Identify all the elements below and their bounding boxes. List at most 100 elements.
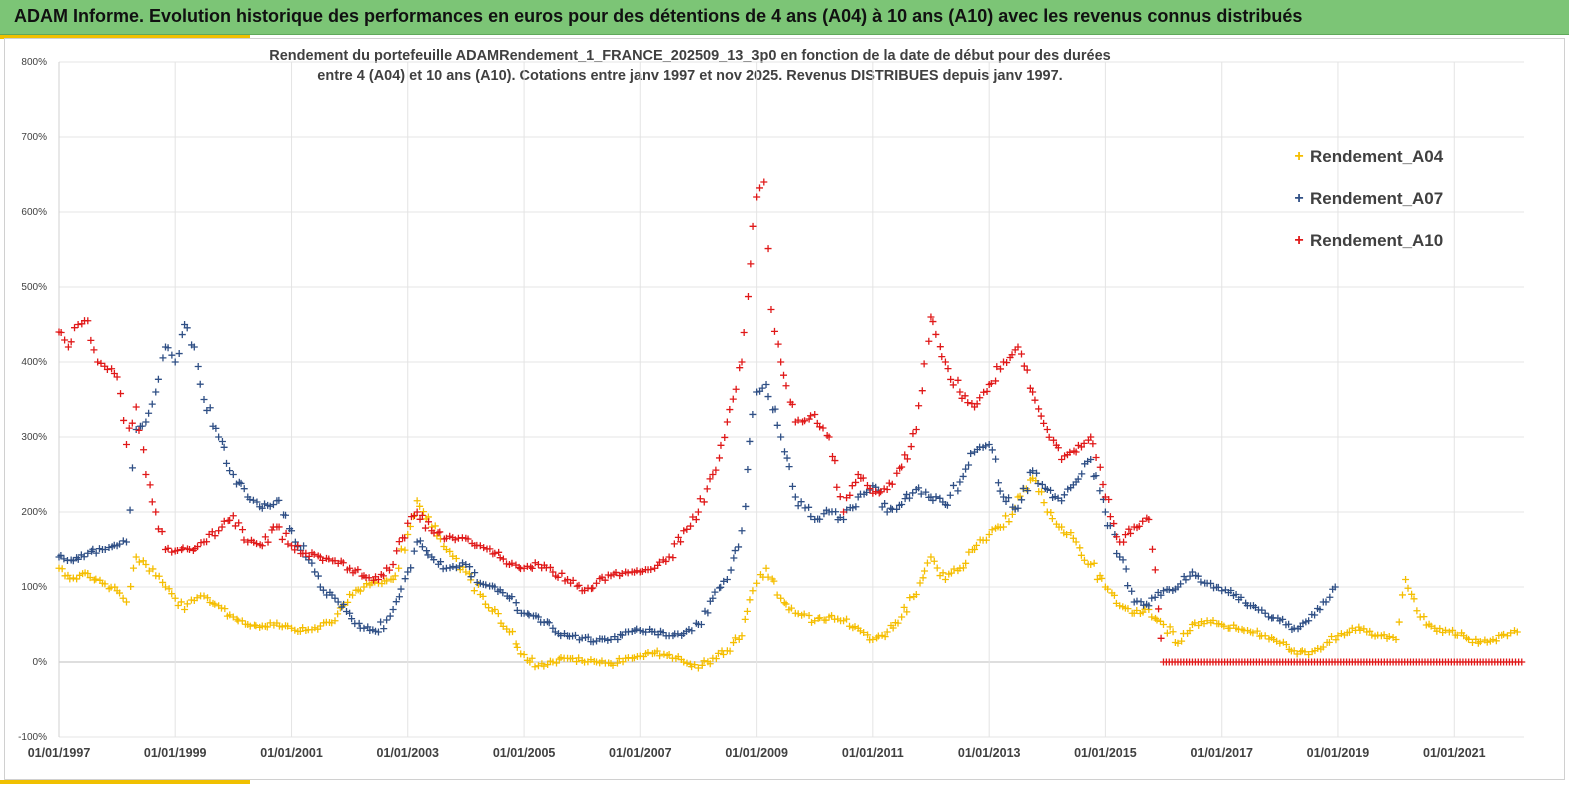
data-point-interp (471, 569, 479, 577)
data-point-interp (1018, 496, 1026, 504)
data-point-interp (930, 557, 938, 565)
data-point-interp (1410, 595, 1418, 603)
data-point (1305, 617, 1313, 625)
data-point-interp (508, 593, 516, 601)
data-point-interp (495, 548, 503, 556)
data-point-interp (764, 245, 772, 253)
data-point (694, 508, 702, 516)
data-point (898, 613, 906, 621)
data-point-interp (269, 501, 277, 509)
data-point-interp (1366, 627, 1374, 635)
data-point-interp (1033, 469, 1041, 477)
data-point-interp (1427, 622, 1435, 630)
data-point-interp (735, 635, 743, 643)
data-point-interp (638, 567, 646, 575)
chart-title: Rendement du portefeuille ADAMRendement_… (190, 46, 1190, 86)
data-point-interp (393, 547, 401, 555)
data-point-interp (863, 488, 871, 496)
data-point-interp (782, 600, 790, 608)
data-point-interp (314, 572, 322, 580)
data-point (404, 531, 412, 538)
data-point-interp (66, 575, 74, 583)
data-point-interp (418, 543, 426, 551)
y-tick-label: 300% (21, 432, 47, 443)
data-point-interp (787, 604, 795, 612)
data-point-interp (1076, 544, 1084, 552)
data-point (181, 606, 189, 613)
data-point-interp (987, 379, 995, 387)
data-point-interp (524, 610, 532, 618)
data-point-interp (494, 610, 502, 618)
data-point-interp (569, 654, 577, 662)
data-point-interp (619, 658, 627, 666)
data-point-interp (348, 615, 356, 623)
data-point-interp (1472, 635, 1480, 643)
data-point-interp (508, 559, 516, 567)
data-point-interp (261, 500, 269, 508)
data-point-interp (1332, 636, 1340, 644)
data-point (680, 658, 688, 666)
data-point-interp (994, 479, 1002, 487)
data-point-interp (988, 446, 996, 454)
data-point-interp (449, 562, 457, 570)
data-point (346, 609, 354, 617)
data-point (738, 632, 746, 640)
data-point-interp (674, 630, 682, 638)
data-point-interp (148, 400, 156, 408)
data-point-interp (1153, 616, 1161, 624)
data-point-interp (575, 654, 583, 662)
data-point (1072, 538, 1080, 546)
data-point (413, 508, 421, 516)
data-point-interp (278, 535, 286, 543)
data-point (316, 622, 324, 630)
data-point-interp (1089, 440, 1097, 448)
data-point-interp (183, 324, 191, 332)
data-point-interp (1122, 565, 1130, 573)
data-point (132, 553, 140, 561)
data-point-interp (263, 623, 271, 631)
data-point-interp (423, 547, 431, 555)
data-point-interp (1110, 591, 1118, 599)
data-point-interp (692, 516, 700, 524)
data-point-interp (878, 631, 886, 639)
data-point-interp (334, 610, 342, 618)
data-point-interp (780, 371, 788, 379)
data-point (288, 542, 296, 550)
data-point-interp (340, 600, 348, 608)
data-point-interp (618, 631, 626, 639)
data-point-interp (1133, 606, 1141, 614)
x-tick-label: 01/01/2017 (1190, 746, 1253, 760)
y-tick-label: 600% (21, 207, 47, 218)
data-point-interp (1113, 533, 1121, 541)
data-point-interp (712, 466, 720, 474)
series-Rendement_A04 (55, 474, 1521, 672)
data-point-interp (788, 482, 796, 490)
data-point-interp (900, 603, 908, 611)
data-point (985, 441, 993, 448)
data-point-interp (385, 566, 393, 574)
data-point-interp (220, 443, 228, 451)
data-point-interp (822, 616, 830, 624)
data-point-interp (240, 536, 248, 544)
data-point (1445, 628, 1453, 636)
data-point-interp (1034, 479, 1042, 487)
data-point-interp (794, 502, 802, 510)
data-point-interp (1237, 593, 1245, 601)
data-point-interp (909, 489, 917, 497)
data-point-interp (128, 464, 136, 472)
data-point-interp (630, 654, 638, 662)
data-point-interp (467, 573, 475, 581)
data-point-interp (339, 559, 347, 567)
data-point (883, 508, 891, 516)
data-point-interp (571, 631, 579, 639)
data-point-interp (1096, 463, 1104, 471)
data-point-interp (204, 594, 212, 602)
data-point-interp (154, 375, 162, 383)
chart-title-line2: entre 4 (A04) et 10 ans (A10). Cotations… (317, 68, 1063, 84)
data-point-interp (196, 380, 204, 388)
data-point-interp (211, 532, 219, 540)
data-point-interp (703, 485, 711, 493)
data-point (1058, 523, 1066, 531)
data-point-interp (1500, 630, 1508, 638)
data-point-interp (1157, 591, 1165, 599)
